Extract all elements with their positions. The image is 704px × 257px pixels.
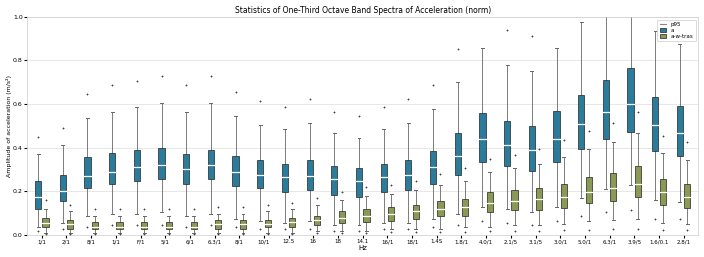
Bar	[627, 68, 634, 132]
Bar	[610, 173, 617, 201]
Bar	[208, 150, 214, 179]
Bar	[35, 181, 41, 209]
Title: Statistics of One-Third Octave Band Spectra of Acceleration (norm): Statistics of One-Third Octave Band Spec…	[234, 6, 491, 15]
Bar	[455, 133, 461, 175]
Y-axis label: Amplitude of acceleration (m/s²): Amplitude of acceleration (m/s²)	[6, 75, 11, 177]
Bar	[183, 154, 189, 183]
Bar	[314, 216, 320, 225]
Bar	[536, 188, 542, 210]
Bar	[265, 220, 271, 227]
Bar	[84, 158, 91, 188]
Bar	[332, 166, 337, 195]
Bar	[430, 151, 436, 183]
Bar	[561, 183, 567, 208]
Bar	[356, 168, 362, 197]
Bar	[240, 220, 246, 229]
Bar	[586, 177, 591, 203]
Bar	[232, 156, 239, 186]
X-axis label: Hz: Hz	[358, 245, 367, 251]
Bar	[134, 150, 140, 181]
Bar	[652, 97, 658, 151]
Bar	[603, 80, 609, 139]
Bar	[282, 164, 288, 192]
Bar	[289, 218, 296, 227]
Bar	[479, 113, 486, 162]
Bar	[306, 160, 313, 190]
Legend: p95, a, a-w-tras: p95, a, a-w-tras	[658, 20, 696, 41]
Bar	[635, 166, 641, 197]
Bar	[660, 179, 666, 205]
Bar	[339, 211, 345, 223]
Bar	[257, 160, 263, 188]
Bar	[381, 164, 386, 192]
Bar	[553, 111, 560, 162]
Bar	[677, 106, 683, 156]
Bar	[462, 199, 468, 216]
Bar	[511, 190, 517, 210]
Bar	[578, 95, 584, 149]
Bar	[413, 205, 419, 218]
Bar	[437, 201, 444, 216]
Bar	[406, 160, 411, 190]
Bar	[529, 126, 535, 171]
Bar	[215, 220, 221, 229]
Bar	[504, 122, 510, 166]
Bar	[92, 222, 98, 230]
Bar	[60, 175, 66, 201]
Bar	[109, 153, 115, 183]
Bar	[486, 192, 493, 212]
Bar	[166, 222, 172, 230]
Bar	[191, 222, 196, 230]
Bar	[388, 207, 394, 221]
Bar	[158, 148, 165, 179]
Bar	[116, 222, 122, 230]
Bar	[363, 209, 370, 222]
Bar	[67, 220, 73, 229]
Bar	[684, 183, 691, 208]
Bar	[142, 222, 147, 230]
Bar	[42, 218, 49, 227]
